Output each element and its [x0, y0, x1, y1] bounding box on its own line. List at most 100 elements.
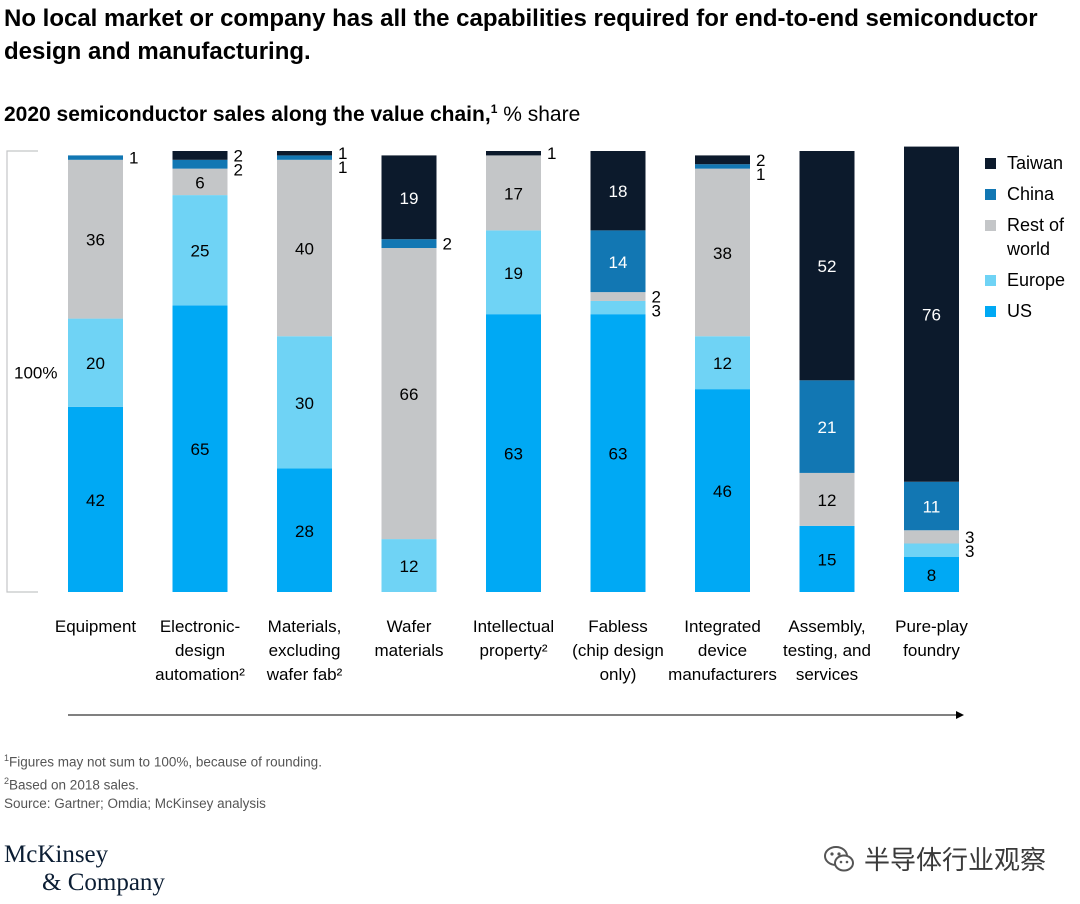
footnote-1: 1Figures may not sum to 100%, because of…	[4, 749, 322, 772]
subtitle-footnote-mark: 1	[490, 102, 498, 116]
bar-segment-europe-3	[277, 336, 332, 469]
bar-segment-europe-2	[172, 195, 228, 306]
bar-segment-rest-of-world-6	[590, 292, 646, 301]
mckinsey-logo: McKinsey & Company	[4, 841, 165, 897]
category-label-9-line-2: foundry	[903, 641, 960, 660]
bar-segment-taiwan-3	[277, 151, 332, 156]
bar-segment-us-6	[590, 314, 646, 592]
data-label-rest-of-world-9: 3	[965, 528, 974, 547]
footnotes: 1Figures may not sum to 100%, because of…	[4, 749, 322, 813]
data-label-us-7: 46	[713, 482, 732, 501]
bar-segment-china-3	[277, 155, 332, 160]
data-label-china-2: 2	[234, 160, 243, 179]
bar-segment-china-4	[381, 239, 437, 249]
data-label-rest-of-world-8: 12	[818, 491, 837, 510]
bar-segment-us-7	[695, 389, 750, 592]
data-label-europe-2: 25	[191, 242, 210, 261]
data-label-taiwan-8: 52	[818, 257, 837, 276]
bar-segment-rest-of-world-3	[277, 159, 332, 337]
data-label-rest-of-world-7: 38	[713, 244, 732, 263]
bar-segment-taiwan-6	[590, 151, 646, 231]
data-label-taiwan-9: 76	[922, 306, 941, 325]
data-label-taiwan-5: 1	[547, 144, 556, 163]
data-label-europe-5: 19	[504, 264, 523, 283]
data-label-us-9: 8	[927, 566, 936, 585]
chart-title: No local market or company has all the c…	[4, 5, 1038, 65]
data-label-europe-9: 3	[965, 542, 974, 561]
data-label-china-3: 1	[338, 158, 347, 177]
legend-swatch-europe	[985, 275, 996, 286]
footnote-1-mark: 1	[4, 753, 10, 763]
legend-swatch-rest-of-world	[985, 220, 996, 231]
data-label-us-5: 63	[504, 445, 523, 464]
bar-segment-rest-of-world-8	[799, 472, 855, 526]
bar-segment-us-9	[904, 556, 959, 592]
bar-segment-rest-of-world-9	[904, 530, 959, 544]
bar-segment-china-7	[695, 164, 750, 169]
data-label-europe-4: 12	[400, 557, 419, 576]
legend-swatch-us	[985, 306, 996, 317]
bar-segment-us-3	[277, 468, 332, 592]
bar-segment-taiwan-5	[486, 151, 541, 156]
bar-segment-europe-1	[68, 318, 123, 407]
footnote-1-text: Figures may not sum to 100%, because of …	[9, 754, 322, 770]
category-label-9-line-1: Pure-play	[895, 617, 968, 636]
category-label-7-line-1: Integrated	[684, 617, 761, 636]
bar-segment-rest-of-world-2	[172, 168, 228, 196]
category-label-3-line-3: wafer fab²	[266, 665, 343, 684]
bar-segment-europe-4	[381, 539, 437, 592]
bar-segment-us-1	[68, 406, 123, 592]
category-label-8-line-2: testing, and	[783, 641, 871, 660]
category-label-2-line-1: Electronic-	[160, 617, 240, 636]
legend-label-europe: Europe	[1007, 270, 1065, 290]
data-label-us-6: 63	[609, 445, 628, 464]
scale-label: 100%	[14, 364, 57, 383]
data-label-europe-3: 30	[295, 394, 314, 413]
category-label-3-line-1: Materials,	[268, 617, 342, 636]
stacked-bar-chart: 100%4220361Equipment6525622Electronic-de…	[6, 144, 1065, 719]
source-note: Source: Gartner; Omdia; McKinsey analysi…	[4, 796, 266, 811]
legend-label-rest-of-world: Rest of	[1007, 215, 1065, 235]
data-label-rest-of-world-1: 36	[86, 231, 105, 250]
data-label-china-9: 11	[923, 498, 941, 517]
category-label-2-line-3: automation²	[155, 665, 245, 684]
category-label-6-line-3: only)	[600, 665, 637, 684]
bar-segment-china-1	[68, 155, 123, 160]
bar-segment-china-2	[172, 159, 228, 169]
logo-line-2: & Company	[42, 869, 165, 896]
bar-segment-us-2	[172, 305, 228, 592]
data-label-taiwan-2: 2	[234, 146, 243, 165]
legend-swatch-china	[985, 189, 996, 200]
data-label-us-2: 65	[191, 440, 210, 459]
data-label-china-6: 14	[609, 253, 628, 272]
footnote-2: 2Based on 2018 sales.	[4, 772, 322, 795]
data-label-taiwan-4: 19	[400, 189, 419, 208]
data-label-rest-of-world-6: 2	[652, 288, 661, 307]
bar-segment-taiwan-9	[904, 146, 959, 482]
bar-segment-china-9	[904, 481, 959, 531]
category-label-4-line-2: materials	[375, 641, 444, 660]
legend-label-china: China	[1007, 184, 1055, 204]
wechat-icon	[824, 845, 854, 871]
logo-line-1: McKinsey	[4, 841, 109, 868]
bar-segment-europe-5	[486, 230, 541, 315]
bar-segment-europe-6	[590, 300, 646, 315]
category-label-4-line-1: Wafer	[387, 617, 432, 636]
bar-segment-rest-of-world-4	[381, 248, 437, 540]
data-label-rest-of-world-4: 66	[400, 385, 419, 404]
bar-segment-us-8	[799, 525, 855, 592]
subtitle-unit: % share	[497, 103, 581, 126]
legend-label-taiwan: Taiwan	[1007, 153, 1063, 173]
bar-segment-europe-7	[695, 336, 750, 390]
category-label-8-line-1: Assembly,	[788, 617, 865, 636]
watermark-text: 半导体行业观察	[864, 845, 1047, 875]
data-label-rest-of-world-2: 6	[195, 173, 204, 192]
footnote-2-mark: 2	[4, 775, 10, 786]
bar-segment-taiwan-7	[695, 155, 750, 165]
category-label-7-line-3: manufacturers	[668, 665, 777, 684]
data-label-china-4: 2	[443, 235, 452, 254]
watermark: 半导体行业观察	[822, 840, 1046, 877]
category-label-2-line-2: design	[175, 641, 225, 660]
data-label-rest-of-world-5: 17	[504, 184, 523, 203]
data-label-china-1: 1	[129, 149, 138, 168]
